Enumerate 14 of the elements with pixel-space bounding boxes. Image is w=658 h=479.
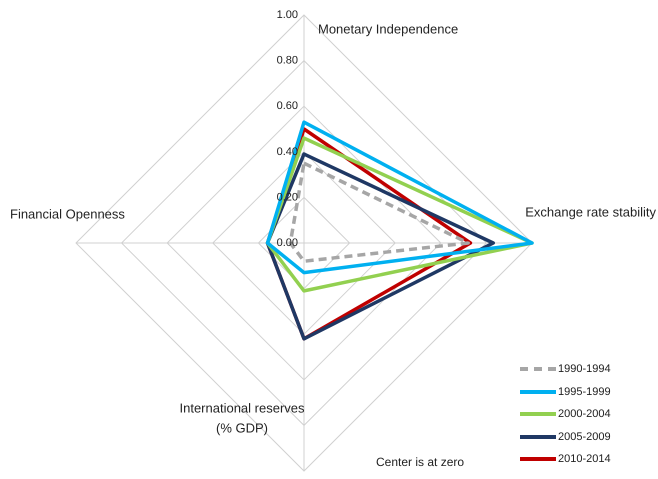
legend-label: 1995-1999 <box>558 386 611 398</box>
spoke-label: Exchange rate stability <box>525 204 656 220</box>
y-tick-label: 1.00 <box>276 9 298 22</box>
spoke-label: Financial Openness <box>10 206 126 222</box>
legend-label: 2005-2009 <box>558 430 611 443</box>
legend-label: 1990-1994 <box>558 363 611 376</box>
text: Center is at zero <box>376 455 464 469</box>
legend-label: 2010-2014 <box>558 453 611 466</box>
y-tick-label: 0.60 <box>276 100 298 112</box>
y-tick-label: 0.80 <box>276 54 298 67</box>
y-tick-label: 0.00 <box>276 237 298 250</box>
spoke-label: Monetary Independence <box>318 22 458 37</box>
spoke-label: International reserves (% GDP) <box>179 400 306 436</box>
legend-label: 2000-2004 <box>558 408 611 420</box>
